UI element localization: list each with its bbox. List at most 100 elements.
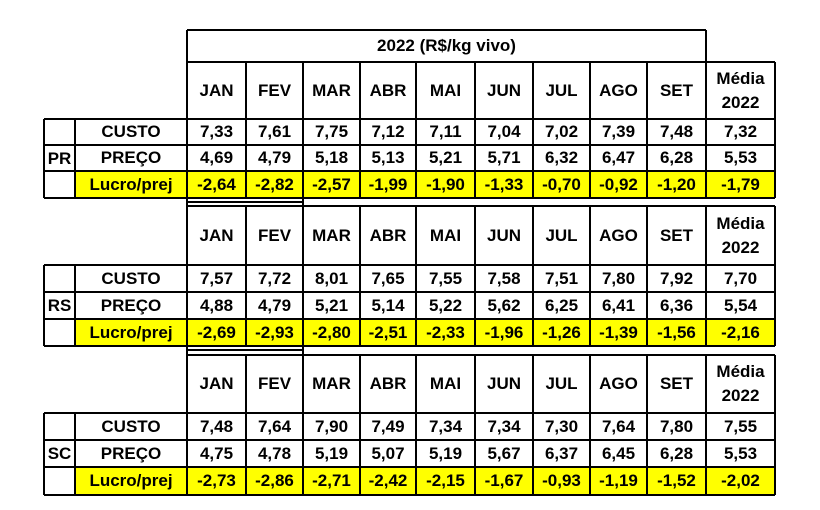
state-code: PR — [47, 148, 72, 168]
grid-line — [44, 494, 775, 496]
grid-line — [302, 346, 304, 355]
grid-line — [705, 413, 707, 495]
value-cell: 7,39 — [601, 122, 636, 141]
row-label: CUSTO — [101, 122, 161, 141]
grid-line — [532, 265, 534, 346]
grid-line — [474, 413, 476, 495]
month-header-jul: JUL — [545, 80, 578, 100]
value-cell: -2,15 — [426, 471, 465, 490]
grid-line — [532, 413, 534, 495]
average-cell: -2,02 — [721, 471, 760, 490]
month-header-set: SET — [659, 374, 694, 393]
value-cell: 7,64 — [601, 416, 636, 436]
value-cell: 4,79 — [257, 295, 292, 315]
value-cell: 6,25 — [544, 295, 579, 315]
value-cell: -1,90 — [426, 174, 465, 194]
value-cell: -2,42 — [368, 471, 408, 490]
value-cell: -2,69 — [197, 322, 236, 342]
grid-line — [415, 62, 417, 119]
grid-line — [44, 170, 775, 172]
grid-line — [774, 265, 776, 346]
grid-line — [302, 265, 304, 346]
value-cell: 5,21 — [314, 295, 349, 315]
highlight-row — [75, 319, 775, 346]
grid-line — [774, 62, 776, 119]
grid-line — [415, 355, 417, 413]
grid-line — [187, 349, 303, 351]
average-cell: 7,32 — [723, 122, 758, 141]
grid-line — [646, 119, 648, 198]
value-cell: -2,86 — [255, 471, 294, 490]
grid-line — [186, 62, 188, 119]
grid-line — [302, 119, 304, 198]
average-header: Média 2022 — [706, 355, 775, 413]
month-header-ago: AGO — [599, 80, 638, 100]
month-header-jul: JUL — [545, 374, 578, 393]
highlight-row — [75, 171, 775, 198]
grid-line — [474, 119, 476, 198]
grid-line — [774, 119, 776, 198]
grid-line — [245, 265, 247, 346]
value-cell: -1,56 — [657, 322, 696, 342]
value-cell: 5,62 — [487, 295, 521, 315]
grid-line — [43, 119, 45, 198]
state-code: RS — [47, 295, 72, 315]
grid-line — [774, 206, 776, 265]
grid-line — [415, 119, 417, 198]
average-cell: -2,16 — [721, 322, 760, 342]
grid-line — [359, 265, 361, 346]
value-cell: 7,34 — [428, 416, 463, 436]
row-label: Lucro/prej — [89, 174, 173, 194]
grid-line — [646, 355, 648, 413]
grid-line — [186, 206, 188, 265]
value-cell: 5,14 — [371, 295, 405, 315]
grid-line — [415, 413, 417, 495]
grid-line — [44, 345, 775, 347]
row-label: CUSTO — [101, 268, 161, 288]
grid-line — [245, 119, 247, 198]
value-cell: 7,02 — [544, 122, 579, 141]
value-cell: -1,33 — [484, 174, 524, 194]
value-cell: -1,96 — [484, 322, 524, 342]
value-cell: -1,26 — [542, 322, 581, 342]
average-cell: 7,70 — [723, 268, 758, 288]
grid-line — [187, 201, 303, 203]
grid-line — [359, 413, 361, 495]
grid-line — [186, 30, 188, 62]
grid-line — [187, 354, 775, 356]
grid-line — [43, 413, 45, 495]
month-header-mai: MAI — [429, 374, 462, 393]
value-cell: 7,04 — [487, 122, 521, 141]
grid-line — [44, 144, 775, 146]
value-cell: 5,19 — [428, 443, 463, 463]
value-cell: 6,28 — [659, 148, 694, 167]
grid-line — [359, 355, 361, 413]
grid-line — [474, 355, 476, 413]
grid-line — [359, 62, 361, 119]
grid-line — [705, 30, 707, 62]
value-cell: 7,30 — [544, 416, 579, 436]
average-header: Média 2022 — [706, 206, 775, 265]
grid-line — [44, 439, 775, 441]
value-cell: 8,01 — [314, 268, 349, 288]
grid-line — [186, 119, 188, 198]
value-cell: 7,72 — [257, 268, 292, 288]
value-cell: -2,57 — [312, 174, 351, 194]
value-cell: 5,18 — [314, 148, 349, 167]
table-title: 2022 (R$/kg vivo) — [377, 36, 516, 55]
grid-line — [43, 265, 45, 346]
average-cell: 5,54 — [723, 295, 758, 315]
month-header-jan: JAN — [199, 80, 234, 100]
value-cell: -2,73 — [197, 471, 236, 490]
value-cell: 6,32 — [544, 148, 579, 167]
value-cell: -2,82 — [255, 174, 294, 194]
value-cell: 5,67 — [487, 443, 521, 463]
month-header-abr: ABR — [369, 80, 407, 100]
value-cell: 4,79 — [257, 148, 292, 167]
month-header-fev: FEV — [257, 374, 292, 393]
month-header-set: SET — [659, 225, 694, 245]
month-header-jun: JUN — [486, 80, 521, 100]
grid-line — [186, 265, 188, 346]
month-header-jun: JUN — [486, 374, 521, 393]
value-cell: 7,51 — [544, 268, 579, 288]
